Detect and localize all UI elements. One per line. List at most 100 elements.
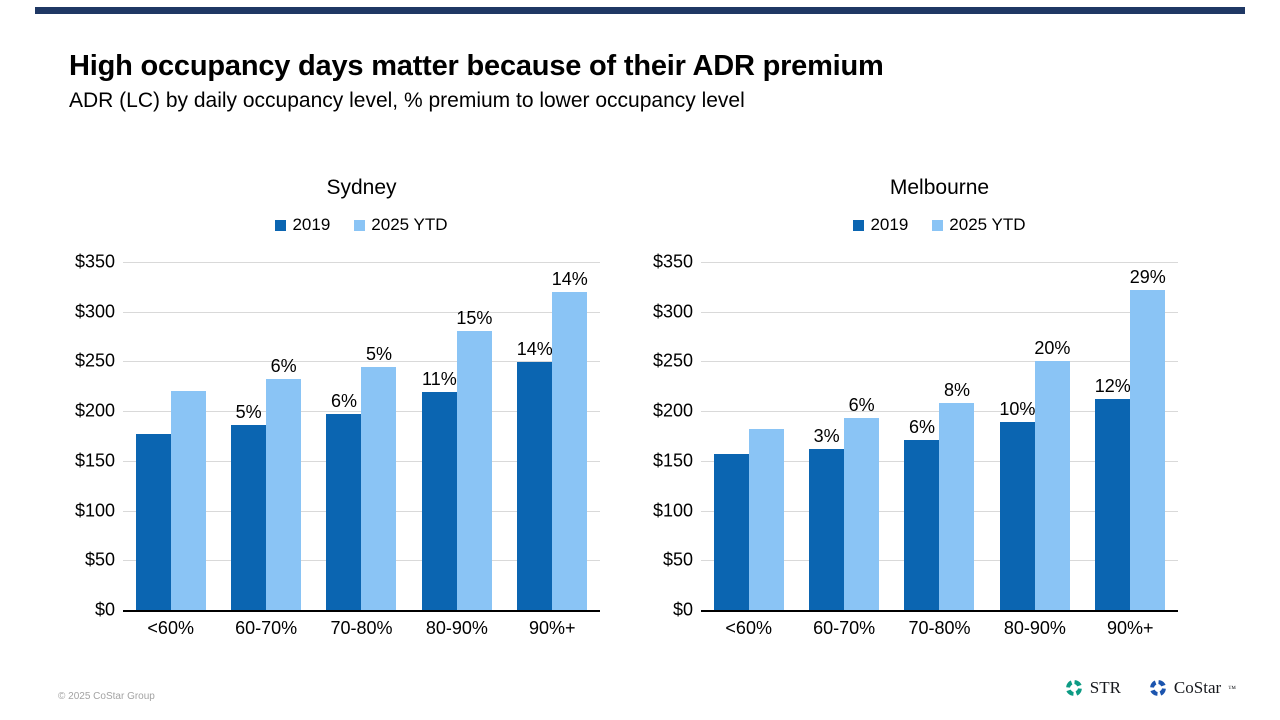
bar-2025-ytd-<60% [748, 429, 784, 610]
y-tick-label: $350 [74, 251, 115, 272]
bar-2025-ytd-60-70% [844, 418, 880, 610]
bar-wrap: 10% [999, 262, 1036, 610]
chart-melbourne: Melbourne 2019 2025 YTD $350 $300 $250 $200 $… [646, 176, 1182, 652]
chart-title: Sydney [326, 176, 397, 199]
chart-sydney: Sydney 2019 2025 YTD $350 $300 $250 $200 $150… [68, 176, 604, 652]
bar-wrap [748, 262, 784, 610]
y-axis: $350 $300 $250 $200 $150 $100 $50 $0 [646, 252, 693, 620]
legend-item-2025-ytd: 2025 YTD [932, 215, 1026, 235]
bar-2025-ytd-70-80% [939, 403, 975, 610]
bar-value-label: 8% [943, 380, 970, 401]
x-tick-label: 90%+ [528, 618, 576, 638]
bar-value-label: 12% [1094, 376, 1131, 397]
gridline [701, 262, 1178, 263]
legend-label: 2019 [870, 215, 909, 234]
legend-swatch-icon [932, 219, 944, 231]
y-tick-label: $50 [662, 549, 693, 570]
x-axis: <60% 60-70% 70-80% 80-90% 90%+ [123, 618, 600, 639]
bar-group-70-80%: 6% 8% [892, 262, 987, 610]
bar-value-label: 10% [999, 399, 1036, 420]
footer-logos: STR CoStar ™ [1065, 678, 1236, 698]
bar-wrap [713, 262, 749, 610]
bar-2019-<60% [135, 434, 171, 610]
x-tick-label: 60-70% [235, 618, 298, 638]
bar-value-label: 11% [422, 369, 457, 390]
plot-area: 3% 6% 6% 8% 10% 20% 12% 29% [701, 262, 1178, 612]
costar-logo-text: CoStar [1173, 678, 1222, 697]
bar-2025-ytd-80-90% [1034, 361, 1070, 610]
bar-value-label: 14% [551, 268, 588, 289]
bar-value-label: 14% [516, 339, 553, 360]
bar-wrap: 14% [516, 262, 553, 610]
bar-wrap [135, 262, 171, 610]
bar-value-label: 6% [908, 416, 935, 437]
bar-wrap: 11% [421, 262, 457, 610]
str-logo: STR [1065, 678, 1121, 698]
bar-2019-90%+ [517, 362, 553, 610]
bar-2019-60-70% [809, 448, 845, 610]
legend-label: 2019 [292, 215, 331, 234]
legend-item-2025-ytd: 2025 YTD [354, 215, 448, 235]
x-axis: <60% 60-70% 70-80% 80-90% 90%+ [701, 618, 1178, 639]
legend-item-2019: 2019 [275, 215, 330, 235]
bar-2025-ytd-60-70% [266, 379, 302, 610]
bar-group-60-70%: 3% 6% [796, 262, 891, 610]
y-tick-label: $100 [652, 500, 693, 521]
bar-wrap: 3% [809, 262, 845, 610]
legend-label: 2025 YTD [371, 215, 448, 234]
bar-value-label: 5% [235, 402, 262, 423]
gridline [701, 311, 1178, 313]
bar-wrap: 6% [844, 262, 880, 610]
bar-2019-60-70% [231, 425, 267, 610]
y-tick-label: $250 [74, 350, 115, 371]
x-tick-label: 70-80% [908, 618, 971, 638]
y-tick-label: $250 [652, 350, 693, 371]
str-pinwheel-icon [1065, 679, 1083, 697]
bar-wrap: 15% [456, 262, 492, 610]
y-axis: $350 $300 $250 $200 $150 $100 $50 $0 [68, 252, 115, 620]
bar-2019-70-80% [326, 414, 362, 610]
chart-title: Melbourne [889, 176, 990, 199]
costar-logo: CoStar ™ [1149, 678, 1236, 698]
bar-wrap: 29% [1130, 262, 1166, 610]
copyright-text: © 2025 CoStar Group [58, 691, 155, 702]
y-tick-label: $300 [74, 301, 115, 322]
bar-2025-ytd-<60% [170, 391, 206, 610]
bar-wrap: 12% [1094, 262, 1131, 610]
x-tick-label: <60% [147, 618, 194, 638]
bar-value-label: 20% [1034, 338, 1071, 359]
gridline [701, 361, 1178, 363]
bar-2025-ytd-70-80% [361, 367, 397, 610]
bar-wrap: 6% [904, 262, 940, 610]
bar-wrap: 20% [1034, 262, 1071, 610]
str-logo-text: STR [1089, 678, 1121, 697]
bar-value-label: 6% [330, 391, 357, 412]
bar-value-label: 6% [270, 356, 297, 377]
x-tick-label: <60% [725, 618, 772, 638]
y-tick-label: $0 [672, 599, 693, 620]
costar-trademark: ™ [1228, 683, 1236, 693]
x-tick-label: 80-90% [425, 618, 488, 638]
y-tick-label: $0 [94, 599, 115, 620]
bar-group-<60% [701, 262, 796, 610]
slide-subtitle: ADR (LC) by daily occupancy level, % pre… [69, 89, 745, 112]
x-tick-label: 80-90% [1003, 618, 1066, 638]
bar-group-70-80%: 6% 5% [314, 262, 409, 610]
bar-wrap: 14% [551, 262, 588, 610]
x-tick-label: 90%+ [1106, 618, 1154, 638]
bar-2025-ytd-90%+ [552, 291, 588, 610]
bar-group-<60% [123, 262, 218, 610]
gridline [123, 262, 600, 263]
bar-2019-<60% [713, 453, 749, 610]
slide-accent-bar [35, 7, 1245, 14]
bar-value-label: 3% [813, 425, 840, 446]
y-tick-label: $200 [652, 400, 693, 421]
bar-2019-90%+ [1095, 399, 1131, 610]
x-tick-label: 70-80% [330, 618, 393, 638]
legend-item-2019: 2019 [853, 215, 908, 235]
legend-swatch-icon [354, 219, 366, 231]
bar-group-90%+: 14% 14% [505, 262, 600, 610]
bar-wrap: 6% [266, 262, 302, 610]
slide-title: High occupancy days matter because of th… [69, 50, 884, 82]
bar-group-60-70%: 5% 6% [218, 262, 313, 610]
